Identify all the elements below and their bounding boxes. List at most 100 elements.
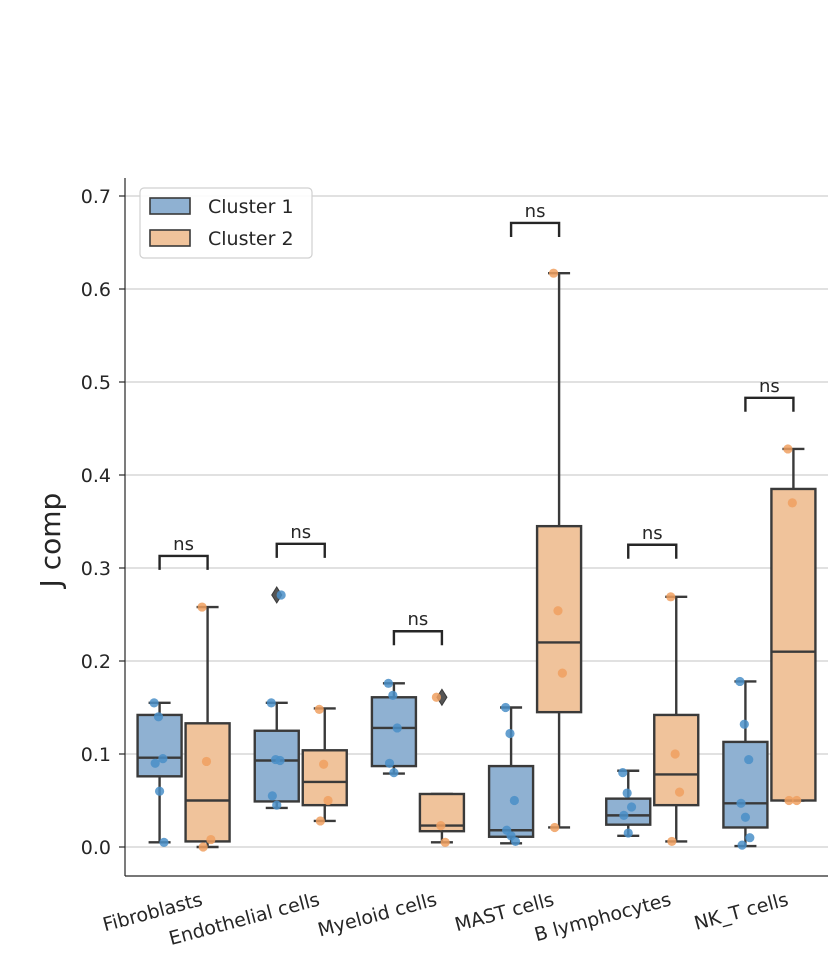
box-rect (136, 713, 183, 778)
significance-label: ns (759, 376, 780, 397)
data-point (670, 749, 680, 759)
box-cluster-1-4 (605, 769, 652, 838)
y-tick-label: 0.3 (81, 558, 111, 580)
y-tick-label: 0.6 (81, 279, 111, 301)
data-point (509, 795, 519, 806)
significance-bracket (275, 542, 326, 558)
data-point (737, 840, 747, 850)
y-tick-label: 0.5 (81, 372, 111, 394)
data-point (436, 821, 446, 831)
box-cluster-2-0 (184, 605, 231, 849)
box-rect (253, 729, 300, 803)
significance-label: ns (525, 201, 546, 222)
data-point (276, 590, 286, 600)
significance-bracket (158, 554, 209, 570)
data-point (740, 812, 751, 822)
data-point (745, 833, 755, 843)
data-point (440, 837, 450, 847)
data-point (198, 842, 208, 852)
y-tick-label: 0.2 (81, 651, 111, 673)
legend-label: Cluster 2 (208, 228, 294, 250)
box-cluster-2-5 (770, 447, 817, 802)
box-cluster-2-1 (301, 707, 348, 823)
data-point (159, 837, 169, 847)
data-point (384, 758, 395, 768)
data-point (622, 788, 632, 798)
data-point (736, 798, 746, 808)
data-point (267, 791, 277, 801)
data-point (389, 768, 399, 778)
box-rect (184, 722, 231, 843)
data-point (150, 758, 160, 768)
data-point (667, 836, 677, 847)
box-cluster-2-2 (418, 688, 466, 844)
data-point (206, 834, 216, 845)
y-tick-labels: 0.0 0.1 0.2 0.3 0.4 0.5 0.6 0.7 (81, 186, 125, 859)
legend-swatch (149, 197, 191, 215)
data-point (550, 822, 560, 833)
data-point (557, 668, 567, 678)
data-point (383, 678, 394, 688)
data-point (744, 754, 754, 765)
data-points (149, 268, 802, 852)
legend-swatch (149, 229, 191, 247)
significance-label: ns (173, 534, 194, 555)
data-point (553, 606, 563, 616)
grid-lines (125, 195, 828, 848)
box-cluster-2-4 (653, 595, 700, 843)
data-point (792, 795, 802, 806)
significance-bracket (744, 396, 795, 412)
data-point (266, 698, 276, 708)
box-cluster-1-0 (136, 701, 183, 844)
significance-bracket (509, 221, 561, 237)
y-tick-label: 0.1 (81, 744, 111, 766)
significance-bracket (627, 543, 678, 559)
data-point (787, 498, 797, 508)
data-point (149, 698, 159, 708)
data-point (674, 787, 685, 797)
box-rect (370, 696, 418, 768)
data-point (784, 795, 794, 806)
data-point (505, 728, 515, 739)
x-tick-label: Myeloid cells (315, 889, 439, 942)
significance-label: ns (408, 609, 429, 630)
data-point (618, 768, 628, 778)
significance-label: ns (642, 523, 663, 544)
data-point (783, 444, 793, 454)
data-point (315, 816, 325, 826)
data-point (201, 756, 212, 767)
data-point (431, 692, 442, 702)
box-rect (535, 524, 583, 714)
x-tick-label: B lymphocytes (532, 889, 673, 947)
significance-annotations: ns ns ns ns ns ns (158, 201, 795, 646)
box-rect (653, 713, 700, 807)
data-point (319, 759, 329, 769)
y-tick-label: 0.4 (81, 465, 111, 487)
data-point (623, 828, 633, 838)
box-cluster-1-2 (370, 682, 418, 775)
box-rect (770, 487, 817, 802)
legend: Cluster 1 Cluster 2 (139, 187, 313, 259)
y-tick-label: 0.0 (81, 837, 111, 859)
box-cluster-1-3 (487, 706, 535, 845)
data-point (314, 704, 324, 714)
significance-bracket (392, 630, 444, 646)
y-axis-label: J comp (34, 493, 67, 590)
data-point (197, 602, 207, 612)
legend-label: Cluster 1 (208, 196, 294, 218)
significance-label: ns (290, 522, 311, 543)
data-point (323, 795, 333, 806)
box-rect (605, 797, 652, 826)
data-point (666, 592, 676, 602)
data-point (154, 786, 165, 796)
data-point (619, 810, 629, 820)
box-series (136, 271, 817, 849)
box-cluster-1-1 (253, 586, 300, 810)
box-rect (301, 749, 348, 807)
y-tick-label: 0.7 (81, 186, 111, 208)
data-point (153, 712, 164, 722)
data-point (739, 719, 749, 729)
box-cluster-2-3 (535, 271, 583, 829)
